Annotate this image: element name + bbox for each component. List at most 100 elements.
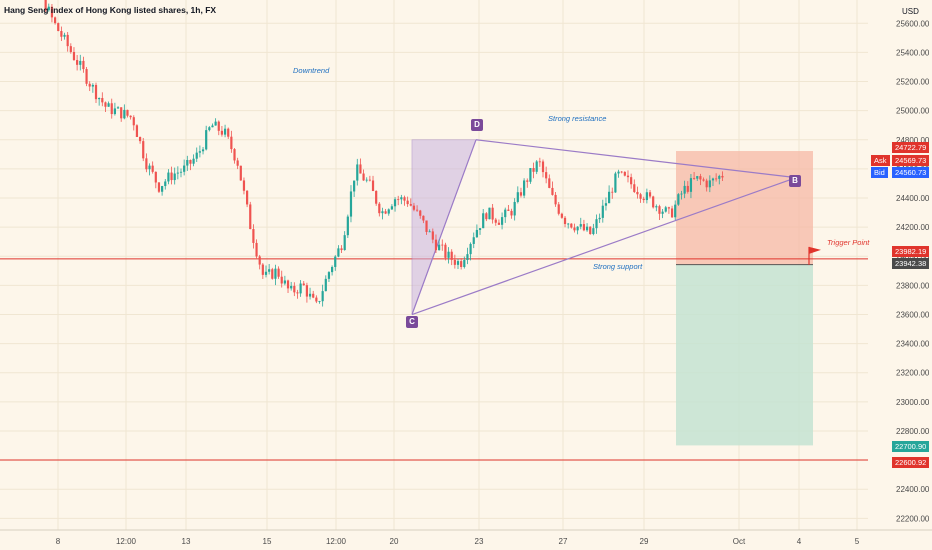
y-tick-label: 23200.00: [896, 369, 930, 378]
candle-body: [255, 242, 258, 257]
candle-body: [107, 103, 110, 107]
candle-body: [686, 185, 689, 192]
y-tick-label: 22800.00: [896, 427, 930, 436]
candle-body: [428, 231, 431, 233]
x-tick-label: 13: [182, 537, 191, 546]
candle-body: [63, 34, 66, 37]
candle-body: [286, 280, 290, 289]
candle-body: [545, 172, 548, 179]
candle-body: [497, 222, 501, 225]
candle-body: [365, 179, 368, 181]
x-tick-label: Oct: [733, 537, 746, 546]
candle-body: [400, 197, 403, 200]
x-tick-label: 29: [640, 537, 649, 546]
candle-body: [110, 103, 113, 115]
candle-body: [205, 130, 208, 150]
trigger-point-label: Trigger Point: [827, 238, 870, 247]
candle-body: [444, 244, 447, 258]
y-tick-label: 23000.00: [896, 398, 930, 407]
candle-body: [689, 178, 693, 192]
y-tick-label: 23600.00: [896, 311, 930, 320]
candle-body: [507, 209, 510, 211]
candle-body: [661, 211, 664, 214]
candle-body: [154, 171, 157, 183]
candle-body: [721, 175, 724, 178]
y-tick-label: 24400.00: [896, 194, 930, 203]
candle-body: [142, 141, 145, 159]
candle-body: [494, 219, 497, 223]
candle-body: [441, 244, 444, 246]
candle-body: [375, 191, 378, 204]
upper-box-price-tag: 24722.79: [892, 142, 930, 153]
x-tick-label: 12:00: [326, 537, 347, 546]
candle-body: [705, 180, 708, 188]
cd-leg-line: [411, 139, 477, 315]
candle-body: [94, 84, 98, 100]
candle-body: [412, 205, 416, 210]
candle-body: [633, 184, 636, 192]
candle-body: [579, 224, 582, 227]
candle-body: [132, 117, 135, 126]
candle-body: [434, 239, 438, 251]
x-tick-label: 4: [797, 537, 802, 546]
candle-body: [384, 211, 387, 214]
candle-body: [368, 179, 371, 181]
candle-body: [406, 200, 409, 205]
candle-body: [211, 125, 214, 128]
candle-body: [164, 181, 167, 187]
candle-body: [101, 98, 104, 103]
y-tick-label: 24800.00: [896, 136, 930, 145]
candle-body: [277, 268, 280, 277]
candle-body: [258, 256, 261, 265]
candle-body: [167, 172, 170, 182]
candle-body: [116, 107, 120, 109]
candle-body: [655, 206, 658, 208]
candle-body: [699, 176, 702, 180]
candle-body: [469, 243, 472, 255]
candle-body: [667, 207, 671, 209]
candle-body: [425, 220, 428, 232]
candle-body: [652, 196, 655, 208]
candle-body: [617, 171, 620, 174]
candle-body: [189, 160, 192, 164]
candle-body: [66, 34, 69, 47]
candle-body: [718, 175, 721, 179]
candle-body: [708, 180, 711, 188]
candle-body: [179, 171, 183, 173]
candle-body: [195, 152, 198, 159]
candle-body: [535, 161, 538, 172]
candle-body: [217, 121, 220, 131]
candle-body: [485, 213, 488, 220]
candle-body: [349, 191, 353, 217]
candle-body: [296, 292, 299, 294]
candle-body: [456, 261, 460, 265]
candle-body: [611, 191, 614, 193]
candle-body: [280, 276, 283, 284]
candle-body: [343, 235, 346, 251]
candle-body: [670, 208, 674, 218]
candle-body: [541, 161, 545, 173]
candle-body: [419, 210, 422, 216]
resistance-trendline: [475, 139, 797, 179]
candle-body: [538, 161, 541, 163]
point-c-badge: C: [406, 316, 418, 328]
candle-body: [50, 6, 54, 18]
candle-body: [570, 223, 573, 228]
candle-body: [516, 192, 519, 202]
candle-body: [453, 259, 456, 265]
candle-body: [595, 219, 598, 229]
candle-body: [460, 261, 463, 267]
candle-body: [422, 215, 425, 221]
candle-body: [261, 264, 264, 275]
candle-body: [173, 173, 176, 181]
candle-body: [702, 179, 705, 181]
candle-body: [223, 128, 227, 135]
candle-body: [340, 248, 343, 251]
candle-body: [592, 228, 595, 235]
bid-price-tag: 24560.73: [892, 167, 930, 178]
x-tick-label: 27: [559, 537, 568, 546]
candle-body: [271, 269, 274, 279]
candle-body: [145, 158, 148, 170]
